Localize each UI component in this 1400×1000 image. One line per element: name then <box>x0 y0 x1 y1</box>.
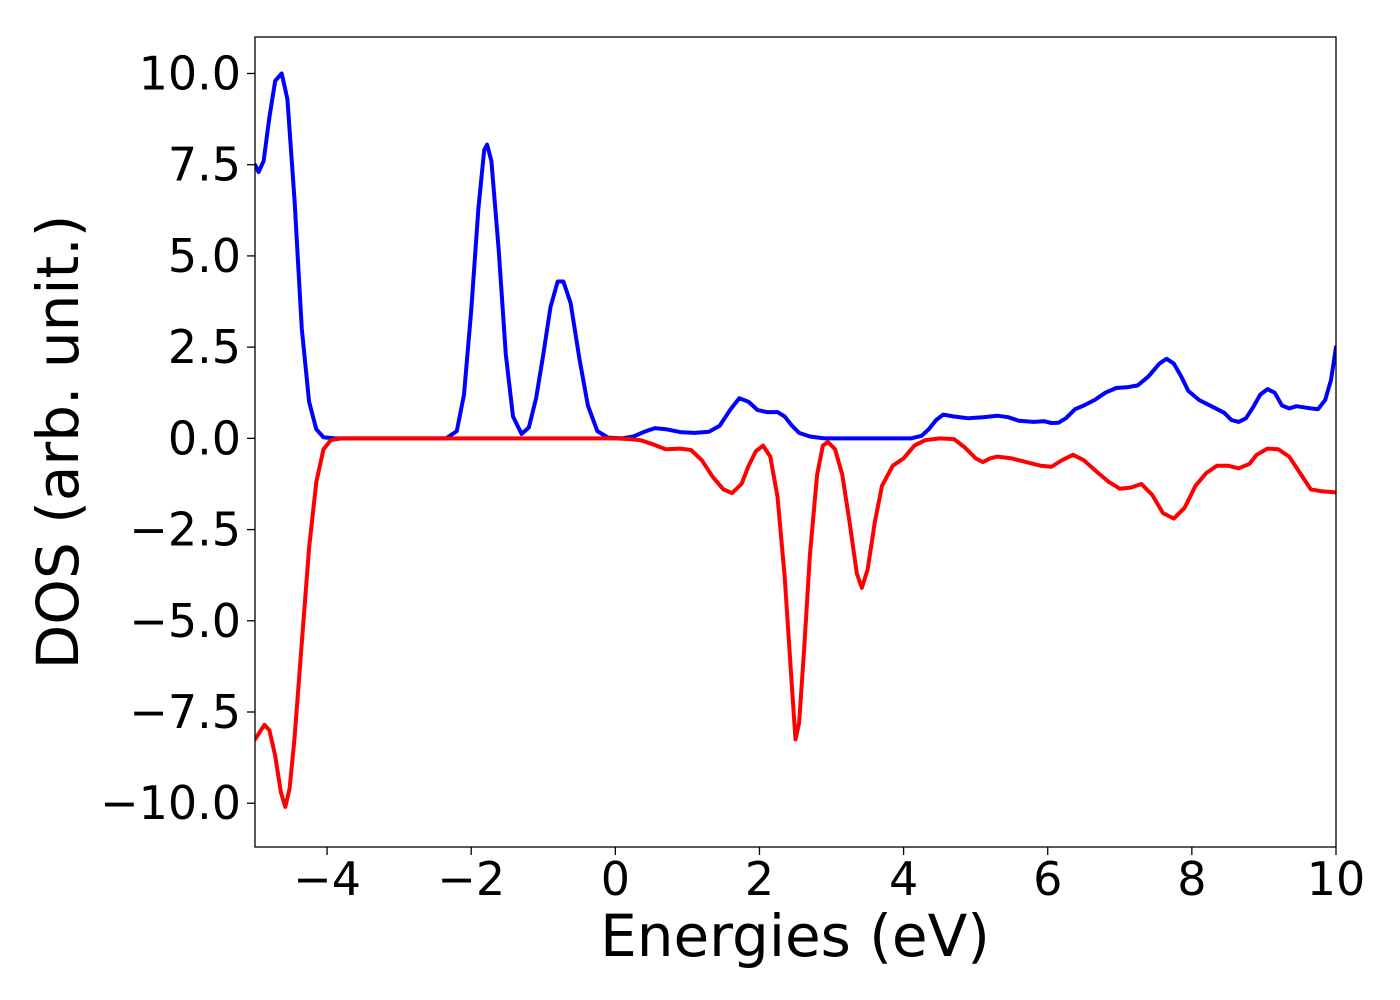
x-axis: −4 −2 0 2 4 6 8 10 <box>293 847 1365 906</box>
x-tick-label: 10 <box>1307 852 1366 906</box>
y-tick-label: 2.5 <box>168 320 241 374</box>
x-tick-label: 8 <box>1177 852 1206 906</box>
y-axis: 10.0 7.5 5.0 2.5 0.0 −2.5 −5.0 −7.5 −10.0 <box>100 46 255 830</box>
x-tick-label: 6 <box>1033 852 1062 906</box>
y-tick-label: −7.5 <box>129 685 241 739</box>
y-tick-label: 7.5 <box>168 138 241 192</box>
y-tick-label: −2.5 <box>129 503 241 557</box>
series-line-1 <box>255 71 1336 441</box>
x-tick-label: 4 <box>889 852 918 906</box>
x-axis-title: Energies (eV) <box>600 902 990 970</box>
x-tick-label: −4 <box>293 852 361 906</box>
y-tick-label: 0.0 <box>168 411 241 465</box>
x-tick-label: 2 <box>745 852 774 906</box>
y-tick-label: 5.0 <box>168 229 241 283</box>
plot-frame <box>254 36 1337 848</box>
series-layer <box>255 71 1336 809</box>
x-tick-label: 0 <box>601 852 630 906</box>
y-axis-title: DOS (arb. unit.) <box>24 215 92 670</box>
y-tick-label: −5.0 <box>129 594 241 648</box>
series-line-2 <box>255 436 1336 809</box>
y-tick-label: −10.0 <box>100 776 241 830</box>
x-tick-label: −2 <box>437 852 505 906</box>
y-tick-label: 10.0 <box>139 46 241 100</box>
